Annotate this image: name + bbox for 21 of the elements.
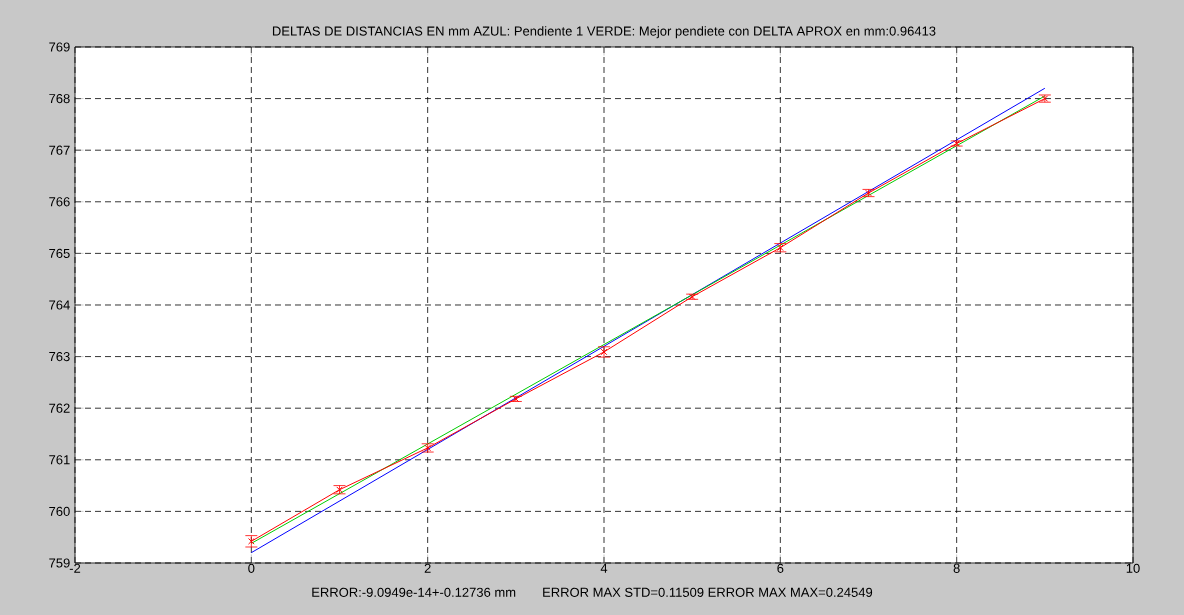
y-tick-label: 766 [49,197,70,207]
chart-title: DELTAS DE DISTANCIAS EN mm AZUL: Pendiente 1 VERDE: Mejor pendiete con DELTA APROX en mm:0.96413 [272,26,936,39]
y-tick-label: 765 [49,248,70,258]
x-tick-label: 6 [777,563,784,573]
y-tick-label: 769 [49,42,70,52]
y-tick-label: 762 [49,403,70,413]
y-tick-label: 768 [49,94,70,104]
y-tick-label: 759 [49,558,70,568]
x-tick-label: 2 [424,563,431,573]
x-tick-label: 0 [248,563,255,573]
y-tick-label: 767 [49,145,70,155]
x-tick-label: -2 [69,563,81,573]
y-tick-label: 764 [49,300,70,310]
y-tick-label: 761 [49,455,70,465]
x-tick-label: 10 [1126,563,1140,573]
x-tick-label: 4 [600,563,608,573]
x-tick-label: 8 [953,563,960,573]
y-tick-label: 763 [49,352,70,362]
text: ERROR MAX STD=0.11509 ERROR MAX MAX=0.24549 [543,587,873,597]
y-tick-label: 760 [49,506,70,516]
text: ERROR:-9.0949e-14+-0.12736 mm [312,587,516,597]
